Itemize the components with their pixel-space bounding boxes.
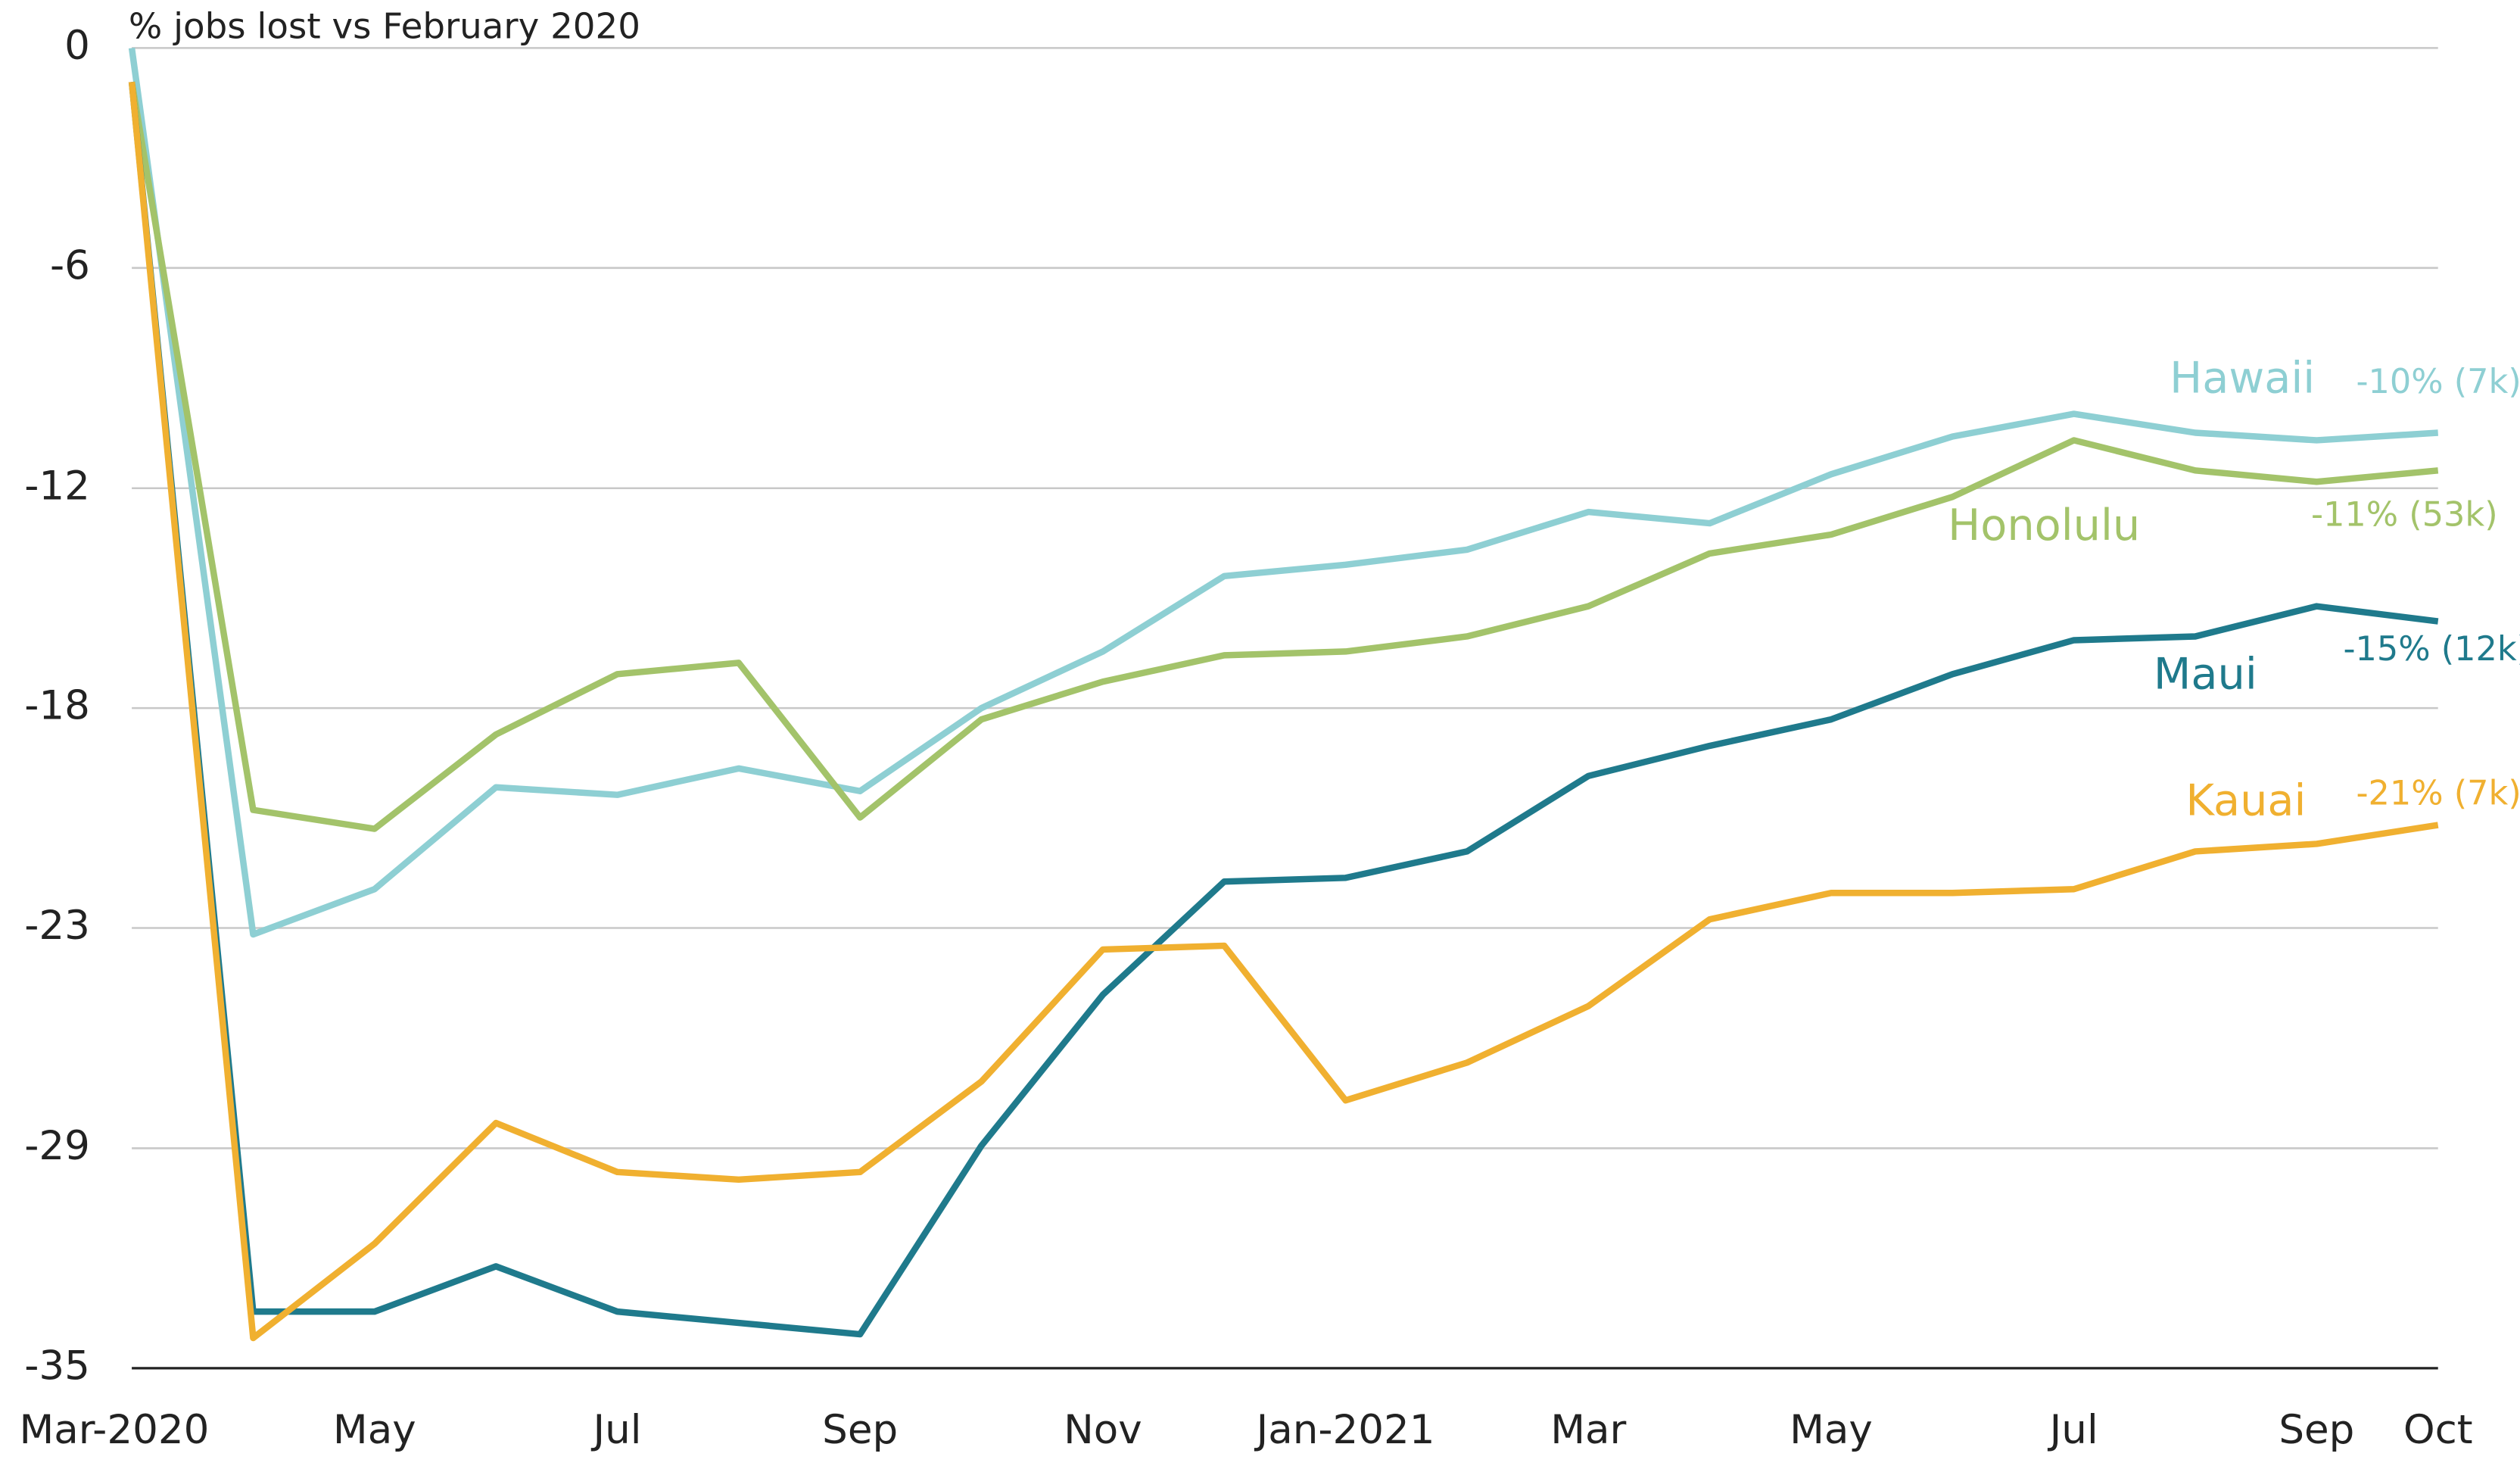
y-axis-label: % jobs lost vs February 2020 <box>129 6 640 47</box>
x-tick-label: May <box>333 1407 416 1453</box>
series-line <box>128 47 2438 938</box>
series-label: Maui <box>2154 650 2257 700</box>
y-tick-label: -6 <box>50 243 90 289</box>
x-tick-label: Nov <box>1064 1407 1142 1453</box>
x-tick-label: Mar-2020 <box>19 1407 209 1453</box>
y-tick-label: -29 <box>24 1123 90 1169</box>
series-line <box>128 81 2439 832</box>
y-tick-label: -35 <box>24 1343 90 1389</box>
series-label: Honolulu <box>1948 501 2140 550</box>
series-label: Kauai <box>2185 776 2306 826</box>
series-line <box>128 81 2439 1338</box>
x-tick-label: Sep <box>2279 1407 2354 1453</box>
series-label: Hawaii <box>2170 354 2315 404</box>
y-tick-label: -23 <box>24 903 90 949</box>
x-tick-label: Sep <box>822 1407 898 1453</box>
end-label: -15% (12k) <box>2343 630 2520 669</box>
y-tick-label: -12 <box>24 463 90 509</box>
x-tick-label: Mar <box>1550 1407 1626 1453</box>
x-tick-label: Oct <box>2403 1407 2473 1453</box>
y-tick-label: 0 <box>64 23 90 69</box>
x-tick-label: Jan-2021 <box>1254 1407 1435 1453</box>
series-line <box>128 81 2439 1342</box>
y-tick-label: -18 <box>24 683 90 729</box>
end-label: -11% (53k) <box>2311 496 2498 535</box>
x-tick-label: Jul <box>2048 1407 2098 1453</box>
x-tick-label: May <box>1790 1407 1873 1453</box>
end-label: -21% (7k) <box>2356 774 2520 812</box>
end-label: -10% (7k) <box>2356 363 2520 401</box>
x-tick-label: Jul <box>590 1407 641 1453</box>
